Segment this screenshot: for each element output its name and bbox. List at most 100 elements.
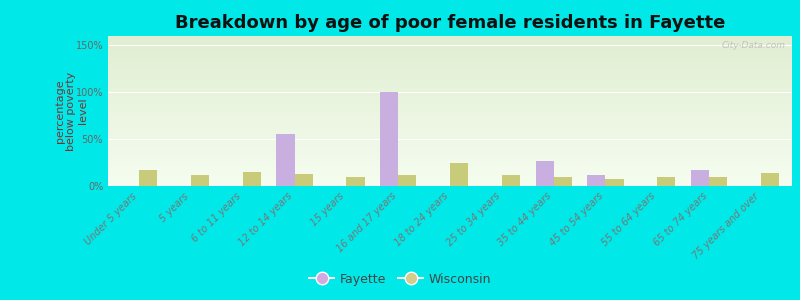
Bar xyxy=(108,46,792,47)
Bar xyxy=(108,143,792,145)
Bar xyxy=(108,131,792,132)
Bar xyxy=(108,124,792,125)
Bar xyxy=(108,165,792,166)
Bar xyxy=(108,85,792,86)
Bar xyxy=(108,75,792,76)
Bar xyxy=(108,126,792,127)
Bar xyxy=(108,118,792,120)
Bar xyxy=(108,175,792,176)
Bar xyxy=(380,92,398,186)
Bar xyxy=(108,145,792,146)
Bar xyxy=(658,177,675,186)
Bar xyxy=(709,177,727,186)
Bar xyxy=(108,72,792,74)
Bar xyxy=(108,81,792,82)
Bar xyxy=(108,116,792,117)
Bar xyxy=(108,146,792,147)
Bar xyxy=(108,49,792,50)
Bar xyxy=(108,141,792,142)
Y-axis label: percentage
below poverty
level: percentage below poverty level xyxy=(54,71,88,151)
Bar xyxy=(108,127,792,128)
Bar xyxy=(450,163,468,186)
Bar xyxy=(108,70,792,71)
Bar xyxy=(108,91,792,92)
Bar xyxy=(108,173,792,175)
Bar xyxy=(108,171,792,172)
Bar xyxy=(108,158,792,160)
Bar xyxy=(108,181,792,182)
Bar xyxy=(108,105,792,106)
Bar xyxy=(108,167,792,169)
Bar xyxy=(108,185,792,186)
Bar xyxy=(108,107,792,109)
Bar xyxy=(108,140,792,141)
Bar xyxy=(277,134,294,186)
Bar xyxy=(761,173,779,186)
Bar xyxy=(108,122,792,124)
Bar xyxy=(108,45,792,46)
Bar xyxy=(108,150,792,151)
Bar xyxy=(108,47,792,49)
Bar xyxy=(108,82,792,83)
Bar xyxy=(108,37,792,38)
Bar xyxy=(108,160,792,161)
Bar xyxy=(108,157,792,158)
Bar xyxy=(346,177,365,186)
Bar xyxy=(108,110,792,111)
Bar xyxy=(139,170,158,186)
Bar xyxy=(108,162,792,164)
Bar xyxy=(108,74,792,75)
Bar xyxy=(108,148,792,150)
Bar xyxy=(108,38,792,40)
Bar xyxy=(108,42,792,44)
Bar xyxy=(108,177,792,178)
Bar xyxy=(108,95,792,96)
Bar xyxy=(108,79,792,80)
Bar xyxy=(108,182,792,184)
Bar xyxy=(108,115,792,116)
Bar xyxy=(108,142,792,143)
Bar xyxy=(108,136,792,137)
Bar xyxy=(108,97,792,98)
Bar xyxy=(108,112,792,113)
Bar xyxy=(108,106,792,107)
Bar xyxy=(108,164,792,165)
Bar xyxy=(108,66,792,67)
Bar xyxy=(108,88,792,90)
Bar xyxy=(108,71,792,72)
Bar xyxy=(108,137,792,139)
Bar xyxy=(108,139,792,140)
Bar xyxy=(108,80,792,81)
Bar xyxy=(108,55,792,56)
Bar xyxy=(108,176,792,177)
Bar xyxy=(108,102,792,104)
Bar xyxy=(108,64,792,65)
Bar xyxy=(108,109,792,110)
Bar xyxy=(108,83,792,85)
Bar xyxy=(108,57,792,59)
Bar xyxy=(108,184,792,185)
Bar xyxy=(108,166,792,167)
Bar xyxy=(242,172,261,186)
Bar xyxy=(108,76,792,77)
Bar xyxy=(108,58,792,60)
Bar xyxy=(108,77,792,79)
Bar xyxy=(108,53,792,55)
Bar xyxy=(294,174,313,186)
Bar xyxy=(108,113,792,115)
Bar xyxy=(108,178,792,180)
Bar xyxy=(108,62,792,64)
Bar xyxy=(108,40,792,41)
Bar xyxy=(108,169,792,170)
Bar xyxy=(108,130,792,131)
Bar xyxy=(108,125,792,126)
Bar xyxy=(108,86,792,87)
Bar xyxy=(108,132,792,134)
Bar xyxy=(108,67,792,68)
Bar xyxy=(108,152,792,154)
Bar xyxy=(108,51,792,52)
Bar xyxy=(108,101,792,102)
Bar xyxy=(108,90,792,91)
Bar xyxy=(108,154,792,155)
Bar xyxy=(191,175,209,186)
